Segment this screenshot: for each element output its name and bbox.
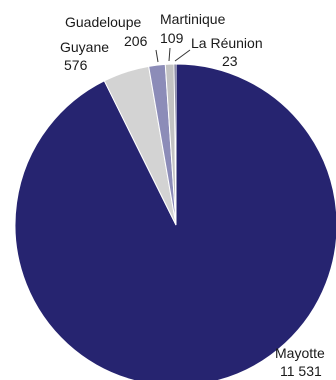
slice-label-la-reunion: La Réunion (191, 35, 263, 51)
leader-line-guadeloupe (155, 49, 159, 63)
slice-value-martinique: 109 (160, 30, 184, 46)
slice-value-guadeloupe: 206 (124, 33, 148, 49)
slice-label-guadeloupe: Guadeloupe (65, 14, 142, 30)
pie-slice-mayotte (14, 63, 336, 380)
pie-slices (14, 63, 336, 380)
slice-label-martinique: Martinique (160, 11, 226, 27)
pie-slice-la-r-union (173, 63, 177, 226)
slice-label-mayotte: Mayotte (275, 345, 325, 361)
slice-value-mayotte: 11 531 (280, 363, 322, 379)
leader-line-martinique (168, 47, 171, 62)
slice-value-guyane: 576 (64, 57, 88, 73)
slice-value-la-reunion: 23 (222, 53, 238, 69)
slice-label-guyane: Guyane (60, 39, 109, 55)
leader-line-la-reunion (174, 49, 191, 62)
